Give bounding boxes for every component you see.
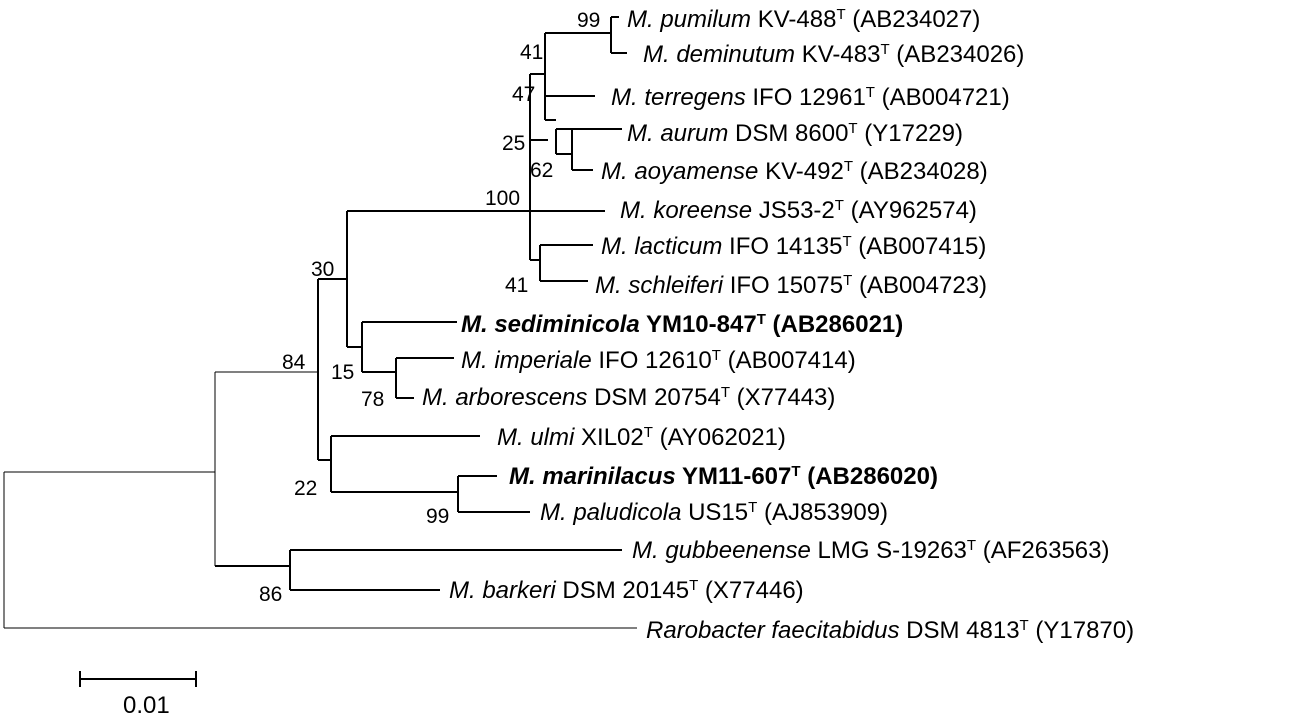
taxon-label: M. marinilacus YM11-607T (AB286020) [509,463,938,491]
taxon-label: M. ulmi XIL02T (AY062021) [497,424,786,452]
taxon-label: M. deminutum KV-483T (AB234026) [643,41,1024,69]
taxon-label: M. imperiale IFO 12610T (AB007414) [461,347,856,375]
bootstrap-value: 41 [505,274,528,297]
bootstrap-value: 62 [530,159,553,182]
bootstrap-value: 99 [426,505,449,528]
taxon-labels: M. pumilum KV-488T (AB234027) M. deminutu… [422,6,1134,645]
bootstrap-value: 47 [512,83,535,106]
bootstrap-value: 84 [282,351,306,374]
taxon-label: M. aurum DSM 8600T (Y17229) [627,120,963,148]
scale-bar: 0.01 [79,671,197,716]
taxon-label: M. lacticum IFO 14135T (AB007415) [601,233,986,261]
bootstrap-value: 15 [331,361,354,384]
taxon-label: M. pumilum KV-488T (AB234027) [627,6,980,34]
taxon-label: M. terregens IFO 12961T (AB004721) [611,84,1010,112]
taxon-label: M. koreense JS53-2T (AY962574) [620,197,977,225]
scale-bar-label: 0.01 [123,692,170,716]
bootstrap-value: 99 [577,9,600,32]
taxon-label: Rarobacter faecitabidus DSM 4813T (Y1787… [646,617,1134,645]
bootstrap-value: 100 [485,187,520,210]
taxon-label: M. sediminicola YM10-847T (AB286021) [461,311,903,339]
taxon-label: M. aoyamense KV-492T (AB234028) [601,158,988,186]
bootstrap-value: 78 [361,388,384,411]
bootstrap-value: 30 [311,258,334,281]
bootstrap-value: 41 [520,41,543,64]
taxon-label: M. arborescens DSM 20754T (X77443) [422,384,835,412]
taxon-label: M. barkeri DSM 20145T (X77446) [449,577,804,605]
taxon-label: M. paludicola US15T (AJ853909) [540,499,888,527]
bootstrap-value: 25 [502,132,525,155]
bootstrap-value: 22 [294,477,317,500]
bootstrap-value: 86 [259,583,282,606]
taxon-label: M. schleiferi IFO 15075T (AB004723) [595,272,987,300]
taxon-label: M. gubbeenense LMG S-19263T (AF263563) [632,537,1109,565]
tree-branches [3,16,637,629]
